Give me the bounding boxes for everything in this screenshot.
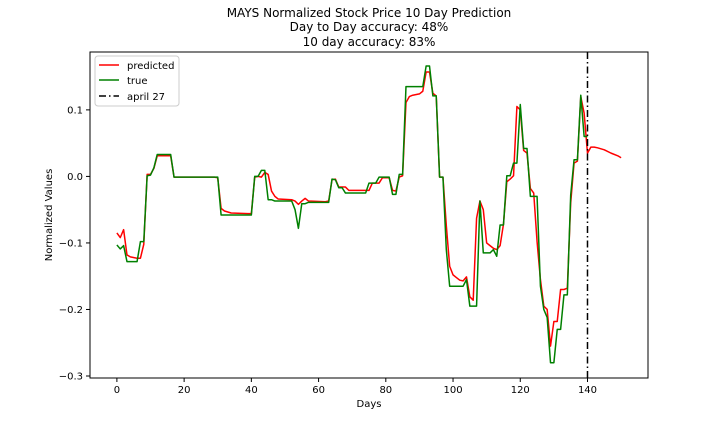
- legend-label-april-27: april 27: [127, 92, 165, 103]
- y-axis-label: Normalized Values: [44, 169, 55, 262]
- legend-label-predicted: predicted: [127, 61, 174, 72]
- x-tick-label: 0: [114, 385, 120, 396]
- x-tick-label: 80: [379, 385, 392, 396]
- legend-label-true: true: [127, 76, 148, 87]
- series-line-predicted: [116, 71, 622, 347]
- y-tick-label: −0.3: [59, 372, 83, 383]
- x-tick-label: 140: [578, 385, 597, 396]
- plot-frame: [89, 51, 649, 379]
- y-tick-label: 0.1: [67, 105, 83, 116]
- x-tick-label: 20: [178, 385, 191, 396]
- x-tick-label: 100: [443, 385, 462, 396]
- y-tick-label: −0.2: [59, 305, 83, 316]
- x-tick-label: 60: [312, 385, 325, 396]
- chart-title-line-2: Day to Day accuracy: 48%: [290, 20, 449, 34]
- plot-area: [116, 52, 622, 378]
- series-line-true: [116, 65, 588, 364]
- x-tick-label: 40: [245, 385, 258, 396]
- y-axis-ticks: −0.3 −0.2 −0.1 0.0 0.1: [59, 105, 90, 383]
- chart-title-line-3: 10 day accuracy: 83%: [303, 35, 436, 49]
- legend-frame: [94, 55, 180, 107]
- x-axis-ticks: 0 20 40 60 80 100 120 140: [114, 378, 597, 396]
- x-tick-label: 120: [511, 385, 530, 396]
- y-tick-label: 0.0: [67, 172, 83, 183]
- x-axis-label: Days: [357, 399, 382, 410]
- y-tick-label: −0.1: [59, 238, 83, 249]
- legend: predicted true april 27: [94, 55, 180, 107]
- chart-title-line-1: MAYS Normalized Stock Price 10 Day Predi…: [227, 6, 512, 20]
